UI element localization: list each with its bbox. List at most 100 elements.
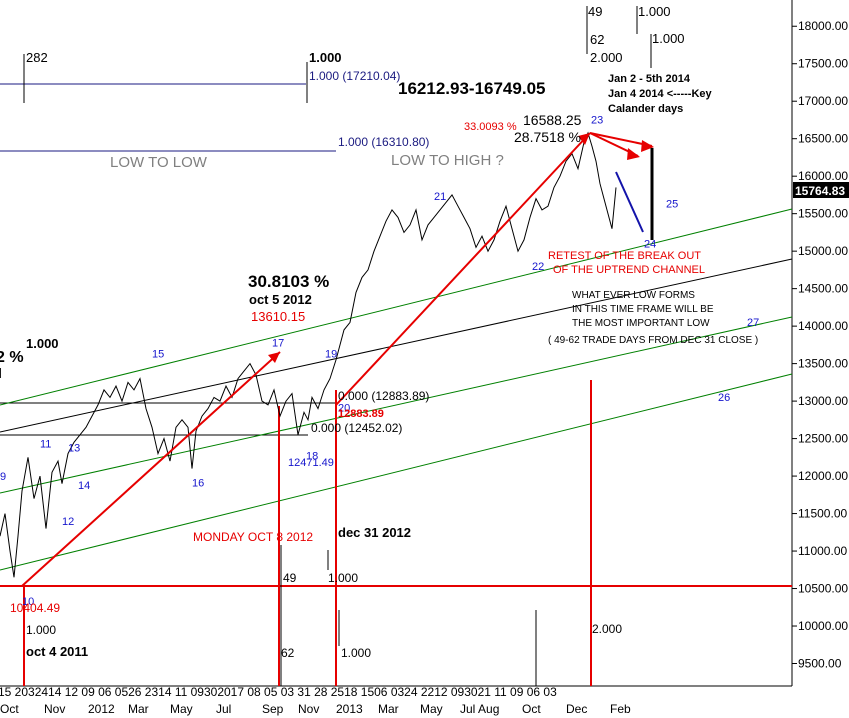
label-one-bottom-mid2: 1.000 — [341, 646, 371, 660]
label-monday: MONDAY OCT 8 2012 — [193, 530, 313, 544]
wave-label-24: 24 — [644, 238, 656, 250]
wave-label-16: 16 — [192, 478, 204, 490]
x-month-label: Sep — [262, 702, 284, 716]
channel-mid — [0, 316, 793, 494]
x-month-label: Mar — [128, 702, 149, 716]
label-peak: 16588.25 — [523, 112, 582, 128]
y-tick-label: 17500.00 — [798, 57, 848, 71]
arrow-head-peak-1 — [627, 148, 640, 160]
wave-label-11: 11 — [40, 439, 51, 451]
wave-label-9: 9 — [0, 471, 6, 483]
x-month-label: May — [170, 702, 193, 716]
pct-left: 2 % — [0, 349, 24, 366]
label-whatever-4: ( 49-62 TRADE DAYS FROM DEC 31 CLOSE ) — [548, 335, 758, 346]
x-day-ticks: 15 2032414 12 09 06 0526 2314 11 0930201… — [0, 685, 557, 699]
y-tick-label: 15000.00 — [798, 244, 848, 258]
label-1000-right-a: 1.000 — [638, 4, 671, 19]
wave-label-27: 27 — [747, 317, 759, 329]
y-tick-label: 11000.00 — [798, 544, 847, 558]
y-tick-label: 15500.00 — [798, 207, 848, 221]
x-month-label: Jul Aug — [460, 702, 499, 716]
projection-blue — [615, 171, 644, 233]
label-retest-1: RETEST OF THE BREAK OUT — [548, 250, 701, 262]
label-whatever-1: WHAT EVER LOW FORMS — [572, 290, 695, 301]
label-retest-2: OF THE UPTREND CHANNEL — [553, 264, 705, 276]
label-pct-28: 28.7518 % — [514, 129, 581, 145]
label-top-1000-a: 1.000 — [309, 50, 342, 65]
arrow-2012-2013 — [335, 132, 591, 406]
label-13610: 13610.15 — [251, 309, 305, 324]
label-12471: 12471.49 — [288, 457, 334, 469]
label-12883: 12883.89 — [338, 408, 384, 420]
y-tick-label: 13000.00 — [798, 394, 848, 408]
x-month-label: Nov — [44, 702, 65, 716]
wave-label-25: 25 — [666, 199, 678, 211]
y-tick-label: 17000.00 — [798, 94, 848, 108]
wave-label-19: 19 — [325, 349, 337, 361]
wave-label-12: 12 — [62, 516, 74, 528]
label-whatever-2: IN THIS TIME FRAME WILL BE — [572, 304, 714, 315]
wave-label-20: 20 — [338, 403, 350, 415]
label-oct4: oct 4 2011 — [26, 644, 88, 659]
y-tick-label: 18000.00 — [798, 19, 848, 33]
y-axis: 9500.00 10000.00 10500.00 11000.00 11500.00 1… — [792, 19, 848, 671]
wave-label-18: 18 — [306, 451, 318, 463]
label-10404: 10404.49 — [10, 601, 60, 615]
label-2000-bottom: 2.000 — [592, 622, 622, 636]
wave-label-22: 22 — [532, 261, 544, 273]
wave-label-26: 26 — [718, 392, 730, 404]
x-month-label: Feb — [610, 702, 631, 716]
label-fib-12883: 0.000 (12883.89) — [338, 389, 429, 403]
label-whatever-3: THE MOST IMPORTANT LOW — [572, 318, 710, 329]
label-one-bottom-mid: 1.000 — [328, 571, 358, 585]
label-282: 282 — [26, 50, 48, 65]
y-tick-label: 10000.00 — [798, 619, 848, 633]
y-tick-label: 12500.00 — [798, 432, 848, 446]
arrow-2011-2012 — [21, 351, 281, 587]
arrow-head-peak-2 — [641, 140, 654, 152]
label-fib-12452: 0.000 (12452.02) — [311, 421, 402, 435]
wave-label-10: 10 — [22, 596, 34, 608]
label-49-top: 49 — [588, 4, 602, 19]
wave-label-23: 23 — [591, 115, 603, 127]
y-tick-label: 16000.00 — [798, 169, 848, 183]
label-low-to-low: LOW TO LOW — [110, 154, 208, 171]
channel-upper — [0, 208, 793, 406]
wave-label-15: 15 — [152, 349, 164, 361]
label-jan-1: Jan 2 - 5th 2014 — [608, 73, 691, 85]
wave-labels: 9 10 11 12 13 14 15 16 17 18 19 20 21 22 23 24 25 26 27 — [0, 115, 759, 608]
y-tick-label: 13500.00 — [798, 357, 848, 371]
y-tick-label: 11500.00 — [798, 507, 847, 521]
wave-label-13: 13 — [68, 442, 80, 454]
label-fib-16310: 1.000 (16310.80) — [338, 135, 429, 149]
x-month-label: Oct — [522, 702, 541, 716]
label-2000-top: 2.000 — [590, 50, 623, 65]
arrow-peak-2 — [589, 132, 653, 147]
x-month-label: Mar — [378, 702, 399, 716]
label-fib-17210: 1.000 (17210.04) — [309, 69, 400, 83]
y-tick-label: 9500.00 — [798, 657, 842, 671]
y-tick-label: 14500.00 — [798, 282, 848, 296]
x-month-label: 2012 — [88, 702, 115, 716]
annotations: 2 % l 1.000 282 1.000 1.000 (17210.04) 1… — [0, 4, 758, 660]
label-jan-2: Jan 4 2014 <-----Key — [608, 88, 713, 100]
label-dec31: dec 31 2012 — [338, 525, 411, 540]
projection-markers — [615, 148, 654, 240]
label-62-bottom: 62 — [281, 646, 295, 660]
price-series-line — [0, 131, 617, 578]
y-tick-label: 12000.00 — [798, 469, 848, 483]
label-62-top: 62 — [590, 32, 604, 47]
x-month-label: Nov — [298, 702, 319, 716]
x-month-label: 2013 — [336, 702, 363, 716]
trend-arrows — [21, 132, 654, 587]
x-month-label: Oct — [0, 702, 19, 716]
last-price-box: 15764.83 — [793, 182, 849, 198]
channel-mid-black — [0, 258, 793, 433]
y-tick-label: 10500.00 — [798, 582, 848, 596]
one-left: 1.000 — [26, 336, 59, 351]
x-month-label: Dec — [566, 702, 587, 716]
last-price-label: 15764.83 — [795, 184, 845, 198]
trend-channels — [0, 208, 793, 571]
pct-left-sub: l — [0, 365, 2, 381]
